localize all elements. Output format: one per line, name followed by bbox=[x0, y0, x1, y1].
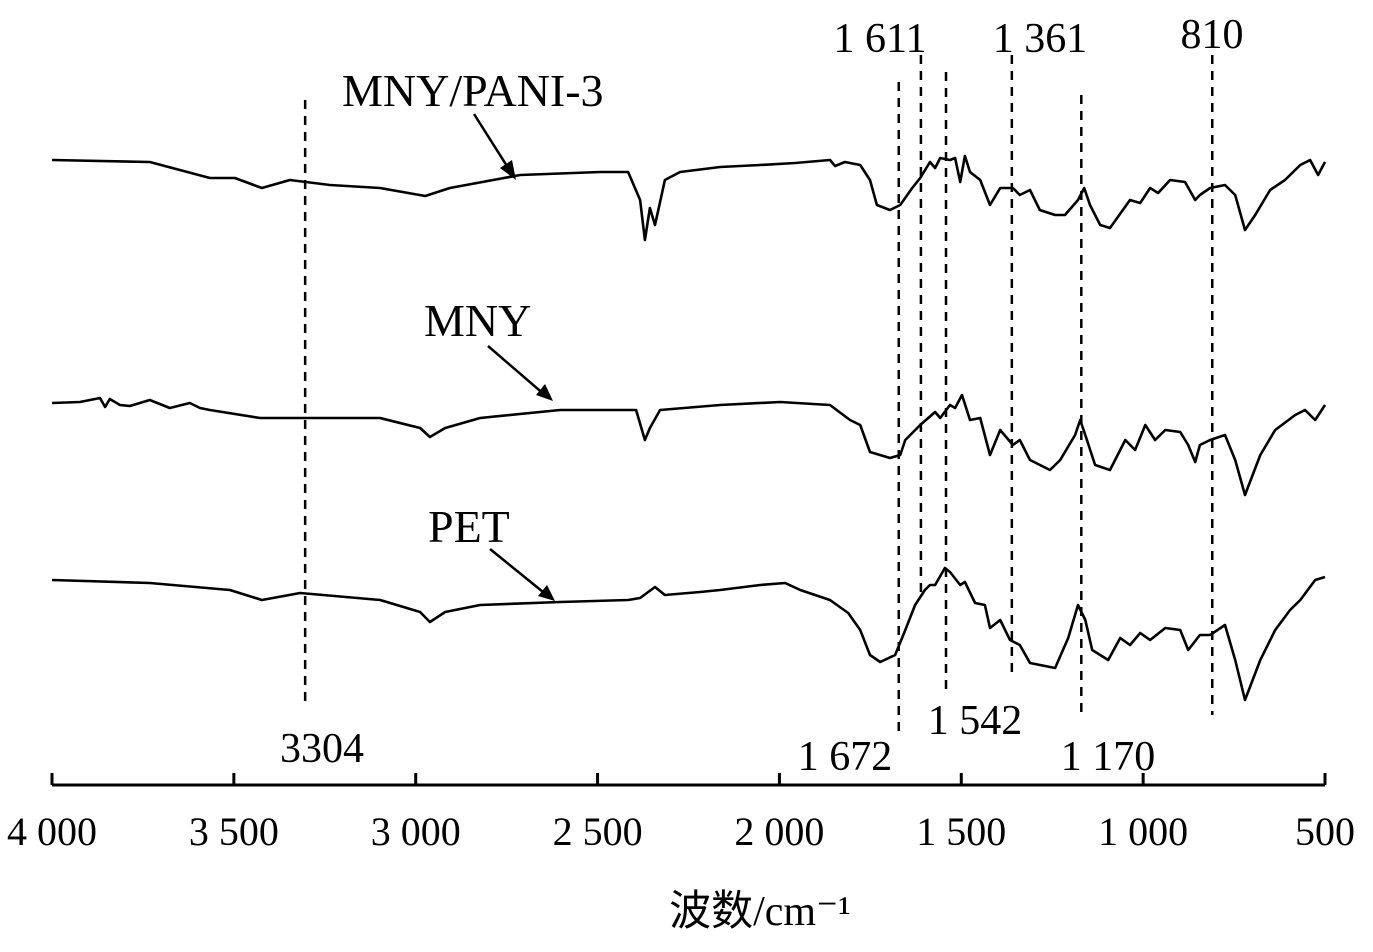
annotation-label: 1 611 bbox=[834, 16, 927, 62]
annotation-lines bbox=[303, 55, 1214, 735]
arrow-mny-pani-3 bbox=[472, 113, 514, 175]
x-axis: 4 000 3 500 3 000 2 500 2 000 1 500 1 000 500 bbox=[7, 773, 1355, 854]
annotation-label: 1 170 bbox=[1061, 734, 1156, 780]
x-tick-label: 4 000 bbox=[7, 809, 97, 854]
series-line-mny bbox=[51, 393, 1327, 497]
x-tick-label: 2 000 bbox=[734, 809, 824, 854]
x-tick-label: 3 000 bbox=[371, 809, 461, 854]
annotation-label: 1 542 bbox=[928, 698, 1023, 744]
arrowhead-mny bbox=[536, 384, 553, 401]
arrowhead-mny-pani-3 bbox=[500, 160, 516, 180]
arrowhead-pet bbox=[538, 585, 555, 601]
series-curves bbox=[51, 154, 1327, 702]
series-label-pet: PET bbox=[428, 501, 510, 552]
annotation-label: 1 672 bbox=[798, 734, 893, 780]
series-label-mny-pani-3: MNY/PANI-3 bbox=[342, 65, 604, 116]
x-tick-label: 2 500 bbox=[553, 809, 643, 854]
x-tick-label: 1 500 bbox=[916, 809, 1006, 854]
x-axis-label: 波数/cm⁻¹ bbox=[669, 889, 851, 935]
arrow-pet bbox=[489, 548, 549, 597]
annotation-label: 810 bbox=[1181, 12, 1244, 58]
arrow-mny bbox=[487, 345, 547, 397]
annotation-label: 3304 bbox=[280, 726, 364, 772]
series-line-mny-pani-3 bbox=[51, 154, 1327, 242]
series-line-pet bbox=[51, 566, 1326, 702]
x-tick-label: 1 000 bbox=[1098, 809, 1188, 854]
annotation-labels: 3304 1 672 1 611 1 542 1 361 1 170 810 bbox=[280, 12, 1244, 780]
series-label-mny: MNY bbox=[424, 295, 531, 346]
x-tick-label: 3 500 bbox=[189, 809, 279, 854]
annotation-label: 1 361 bbox=[993, 16, 1088, 62]
x-tick-label: 500 bbox=[1295, 809, 1355, 854]
